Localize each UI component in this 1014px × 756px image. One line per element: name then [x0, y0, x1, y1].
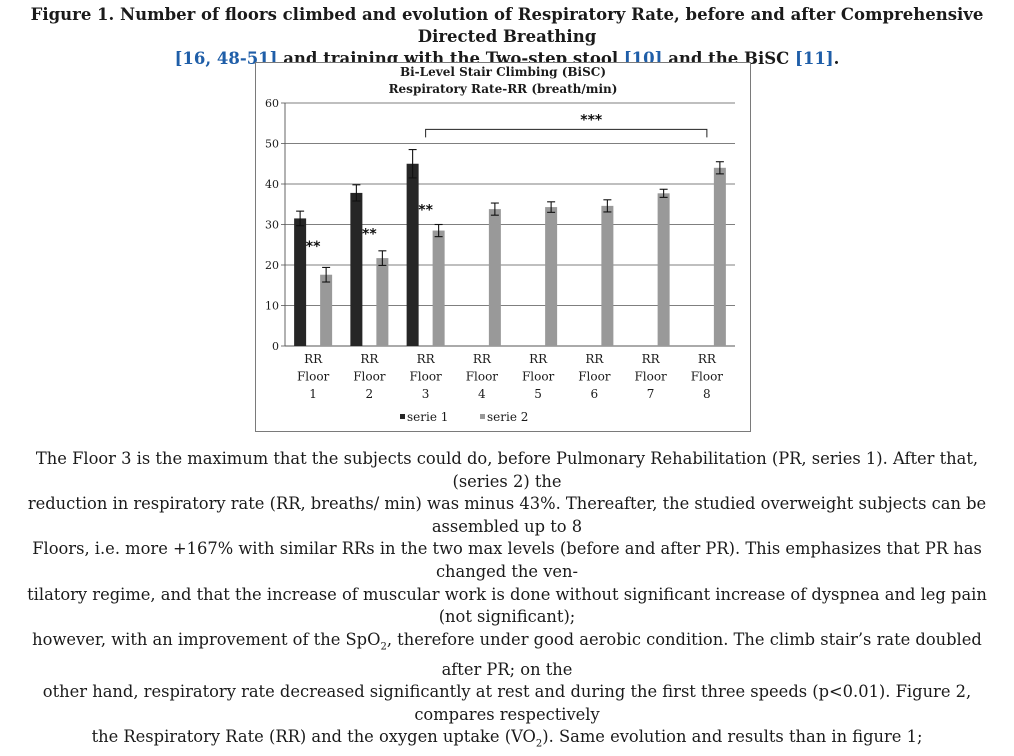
x-tick-label-floor2-line2: Floor [353, 370, 386, 384]
x-tick-label-floor3-line3: 3 [422, 387, 430, 401]
significance-label-floor3: ** [418, 202, 433, 218]
significance-label-floor1: ** [306, 239, 321, 255]
bar-s2-floor7 [657, 193, 670, 346]
x-tick-label-floor7-line2: Floor [634, 370, 667, 384]
body-paragraph: The Floor 3 is the maximum that the subj… [14, 448, 1000, 756]
chart-container: Bi-Level Stair Climbing (BiSC) Respirator… [255, 62, 751, 432]
y-tick-label-30: 30 [265, 219, 279, 232]
significance-label-bracket: *** [580, 112, 603, 128]
caption-ref-3[interactable]: [11] [795, 49, 834, 68]
x-tick-label-floor7-line3: 7 [647, 387, 655, 401]
body-line-6: other hand, respiratory rate decreased s… [42, 682, 972, 724]
x-tick-label-floor6-line2: Floor [578, 370, 611, 384]
bar-s1-floor1 [294, 218, 307, 346]
x-tick-label-floor4-line2: Floor [466, 370, 499, 384]
significance-label-floor2: ** [362, 227, 377, 243]
y-tick-label-0: 0 [272, 340, 279, 353]
bar-s2-floor4 [488, 209, 501, 346]
bar-s2-floor8 [713, 167, 726, 346]
x-tick-label-floor1-line3: 1 [309, 387, 317, 401]
bar-s2-floor5 [545, 207, 558, 346]
legend-label-serie2: serie 2 [487, 410, 528, 424]
x-tick-label-floor1-line2: Floor [297, 370, 330, 384]
x-tick-label-floor3-line2: Floor [409, 370, 442, 384]
chart-subtitle: Respiratory Rate-RR (breath/min) [389, 82, 618, 96]
body-line-7a: the Respiratory Rate (RR) and the oxygen… [91, 727, 536, 747]
body-line-7b: ). Same evolution and results than in fi… [542, 727, 923, 747]
bar-s2-floor1 [320, 274, 333, 346]
x-tick-label-floor4-line3: 4 [478, 387, 486, 401]
x-tick-label-floor5-line3: 5 [534, 387, 542, 401]
chart-frame [255, 62, 751, 432]
chart-title: Bi-Level Stair Climbing (BiSC) [400, 65, 606, 79]
x-tick-label-floor2-line1: RR [360, 352, 379, 366]
legend-swatch-serie1 [400, 414, 405, 419]
body-line-2: reduction in respiratory rate (RR, breat… [27, 494, 987, 536]
x-tick-label-floor8-line2: Floor [691, 370, 724, 384]
x-tick-label-floor5-line1: RR [529, 352, 548, 366]
caption-text-end: . [833, 49, 840, 68]
y-tick-label-20: 20 [265, 259, 279, 272]
caption-ref-1[interactable]: [16, 48-51] [174, 49, 278, 68]
x-tick-label-floor1-line1: RR [304, 352, 323, 366]
body-line-7: the Respiratory Rate (RR) and the oxygen… [14, 726, 1000, 756]
y-tick-label-60: 60 [265, 97, 279, 110]
x-tick-label-floor7-line1: RR [642, 352, 661, 366]
x-tick-label-floor8-line3: 8 [703, 387, 711, 401]
body-line-1: The Floor 3 is the maximum that the subj… [35, 449, 979, 491]
body-line-5a: however, with an improvement of the SpO [32, 629, 381, 649]
caption-label: Figure 1. [30, 5, 115, 24]
body-line-5: however, with an improvement of the SpO2… [14, 629, 1000, 681]
bar-s2-floor6 [601, 205, 614, 346]
x-tick-label-floor2-line3: 2 [366, 387, 374, 401]
significance-bracket [425, 128, 708, 138]
y-tick-label-50: 50 [265, 138, 279, 151]
caption-line-1: Figure 1. Number of floors climbed and e… [0, 4, 1014, 48]
figure-caption: Figure 1. Number of floors climbed and e… [0, 4, 1014, 70]
body-line-4: tilatory regime, and that the increase o… [27, 584, 987, 627]
x-tick-label-floor3-line1: RR [417, 352, 436, 366]
respiratory-rate-chart: Bi-Level Stair Climbing (BiSC) Respirator… [255, 62, 751, 432]
bar-s2-floor2 [376, 258, 389, 346]
x-tick-label-floor6-line3: 6 [591, 387, 599, 401]
x-tick-label-floor5-line2: Floor [522, 370, 555, 384]
legend-swatch-serie2 [480, 414, 485, 419]
x-tick-label-floor6-line1: RR [585, 352, 604, 366]
bar-s1-floor3 [406, 163, 419, 346]
x-tick-label-floor4-line1: RR [473, 352, 492, 366]
body-line-3: Floors, i.e. more +167% with similar RRs… [32, 539, 982, 581]
caption-text-1: Number of floors climbed and evolution o… [120, 5, 984, 46]
body-line-5b: , therefore under good aerobic condition… [386, 629, 982, 679]
x-tick-label-floor8-line1: RR [698, 352, 717, 366]
legend-label-serie1: serie 1 [407, 410, 448, 424]
bar-s1-floor2 [350, 192, 363, 346]
y-tick-label-10: 10 [265, 300, 279, 313]
bar-s2-floor3 [432, 230, 445, 346]
y-tick-label-40: 40 [265, 178, 279, 191]
